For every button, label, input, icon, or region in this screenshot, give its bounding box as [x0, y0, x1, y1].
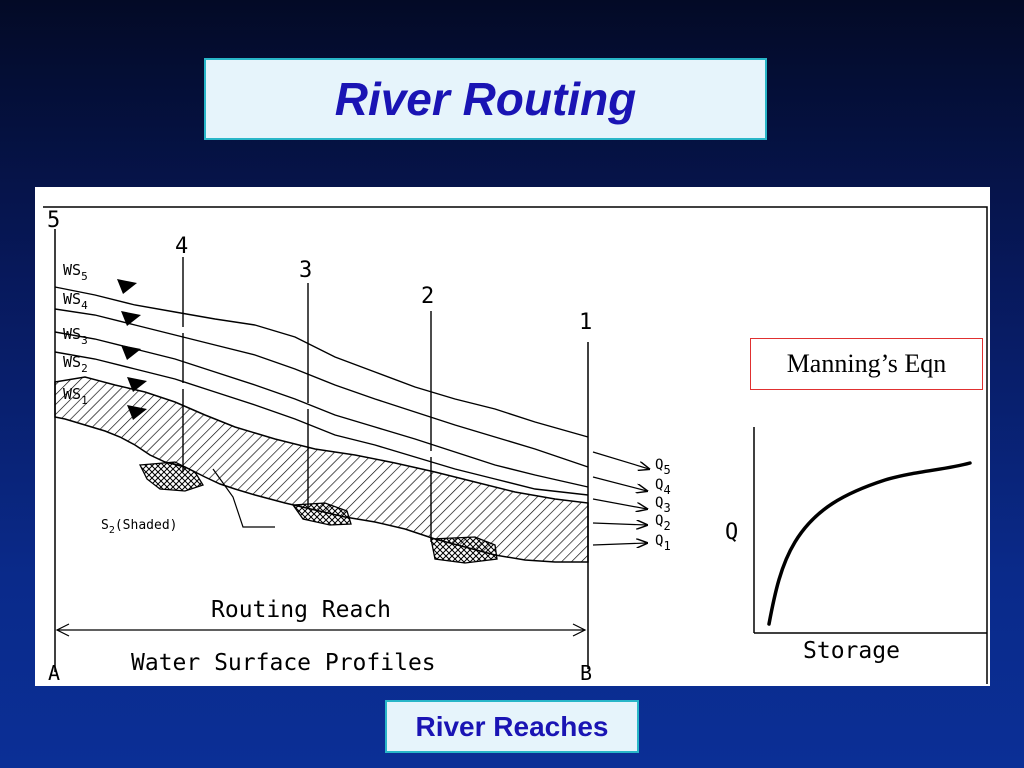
streambed-hatched — [54, 376, 589, 563]
ws-label-3: WS3 — [63, 325, 88, 347]
rating-curve-plot: Q Storage — [725, 427, 987, 664]
q-label-4: Q4 — [655, 477, 671, 497]
q-arrow-1 — [592, 543, 647, 545]
end-label-b: B — [580, 661, 592, 685]
ws-label-5: WS5 — [63, 261, 88, 283]
ws-marker-2 — [127, 377, 147, 392]
q-label-3: Q3 — [655, 495, 671, 515]
section-label-5: 5 — [47, 208, 60, 233]
ws-label-1: WS1 — [63, 385, 88, 407]
end-label-a: A — [48, 661, 60, 685]
q-label-5: Q5 — [655, 457, 671, 477]
ws-profile-2 — [54, 351, 589, 496]
routing-reach-arrow-left — [55, 623, 70, 637]
section-label-4: 4 — [175, 234, 188, 259]
routing-reach-arrow-right — [572, 623, 587, 637]
q-arrow-3 — [592, 498, 647, 509]
ws-label-2: WS2 — [63, 353, 88, 375]
section-label-2: 2 — [421, 284, 434, 309]
water-surface-profiles-label: Water Surface Profiles — [131, 650, 436, 676]
frame-line — [43, 206, 988, 684]
q-arrow-4 — [592, 476, 647, 491]
ws-marker-5 — [117, 279, 137, 294]
rating-y-label: Q — [725, 520, 738, 545]
ws-profile-5 — [54, 286, 589, 438]
routing-reach-label: Routing Reach — [211, 597, 391, 623]
q-arrow-2 — [592, 523, 647, 525]
rating-x-label: Storage — [803, 638, 900, 664]
rating-curve — [767, 461, 972, 626]
pocket-3 — [291, 502, 352, 526]
ws-profile-3 — [54, 331, 589, 488]
caption-box: River Reaches — [385, 700, 639, 753]
q-label-1: Q1 — [655, 533, 671, 553]
ws-label-4: WS4 — [63, 290, 88, 312]
slide-caption: River Reaches — [415, 710, 609, 742]
ws-marker-1 — [127, 405, 147, 420]
shaded-label: S2(Shaded) — [101, 518, 177, 536]
section-label-3: 3 — [299, 258, 312, 283]
slide-title: River Routing — [334, 73, 637, 125]
ws-marker-4 — [121, 311, 141, 326]
q-arrow-5 — [592, 451, 649, 469]
mannings-eqn-label: Manning’s Eqn — [786, 349, 947, 378]
ws-marker-3 — [121, 345, 141, 360]
mannings-eqn-box: Manning’s Eqn — [750, 338, 983, 390]
figure-canvas: 5 4 3 2 1 WS5 WS4 WS3 WS2 WS1 Q5 Q4 Q3 Q… — [43, 206, 988, 685]
pocket-4 — [138, 461, 204, 492]
q-label-2: Q2 — [655, 513, 671, 533]
shaded-leader-line — [212, 468, 275, 528]
pocket-2 — [430, 536, 498, 564]
section-label-1: 1 — [579, 310, 592, 335]
ws-profile-4 — [54, 308, 589, 468]
title-box: River Routing — [204, 58, 767, 140]
river-profile-figure: 5 4 3 2 1 WS5 WS4 WS3 WS2 WS1 Q5 Q4 Q3 Q… — [35, 187, 990, 686]
